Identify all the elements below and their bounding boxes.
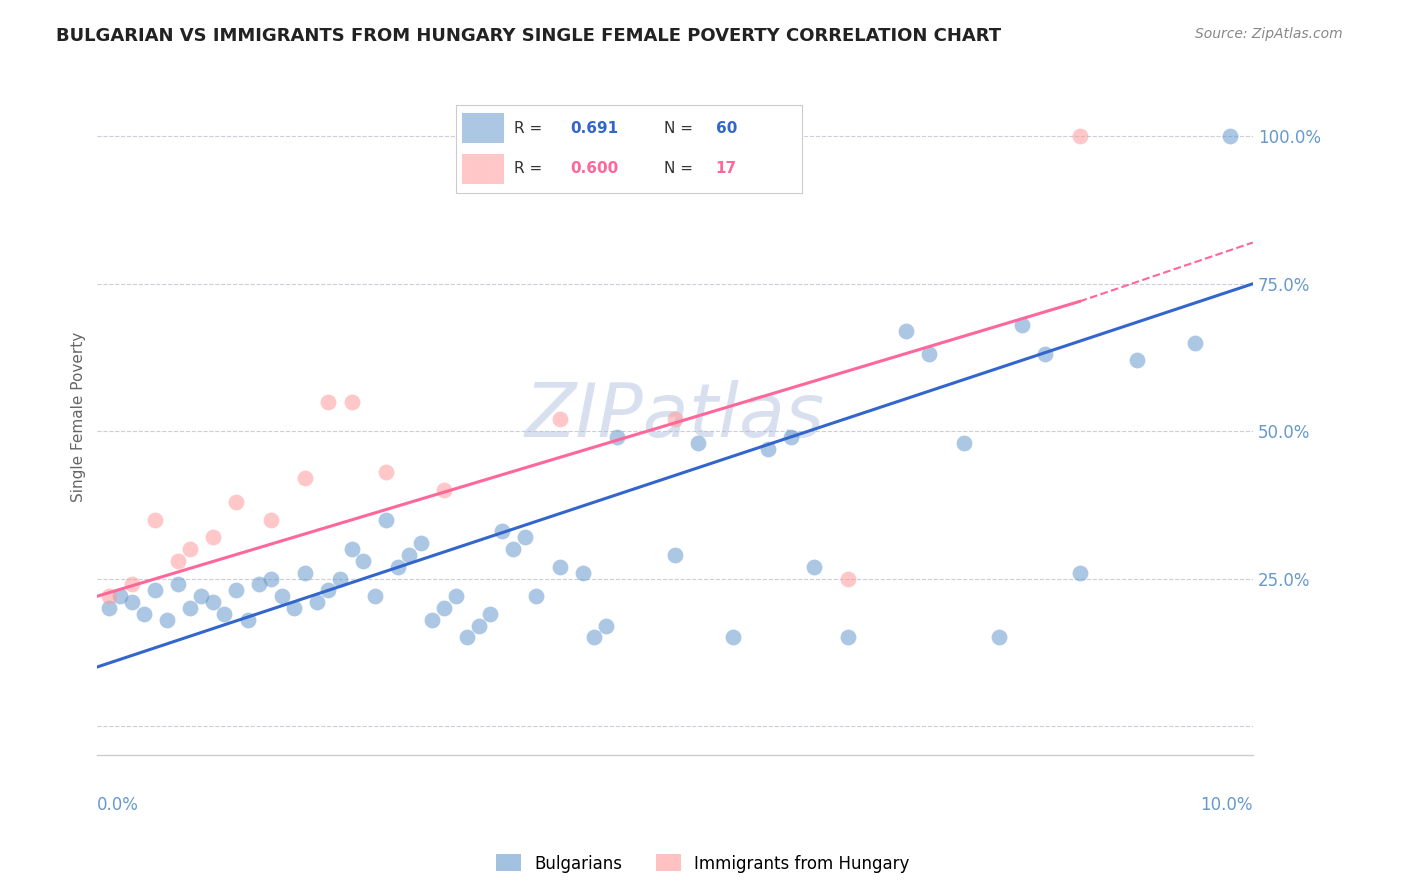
Point bbox=[548, 412, 571, 426]
Point bbox=[375, 512, 398, 526]
Point bbox=[1219, 129, 1241, 144]
Point bbox=[664, 412, 686, 426]
Point bbox=[548, 559, 571, 574]
Text: Source: ZipAtlas.com: Source: ZipAtlas.com bbox=[1195, 27, 1343, 41]
Point bbox=[271, 589, 294, 603]
Point bbox=[260, 512, 283, 526]
Point bbox=[294, 566, 316, 580]
Text: ZIPatlas: ZIPatlas bbox=[524, 380, 825, 452]
Point bbox=[502, 542, 524, 557]
Point bbox=[121, 577, 143, 591]
Legend: Bulgarians, Immigrants from Hungary: Bulgarians, Immigrants from Hungary bbox=[489, 847, 917, 880]
Point bbox=[340, 394, 363, 409]
Point bbox=[225, 495, 247, 509]
Point bbox=[201, 595, 224, 609]
Point bbox=[896, 324, 918, 338]
Text: BULGARIAN VS IMMIGRANTS FROM HUNGARY SINGLE FEMALE POVERTY CORRELATION CHART: BULGARIAN VS IMMIGRANTS FROM HUNGARY SIN… bbox=[56, 27, 1001, 45]
Point bbox=[294, 471, 316, 485]
Point bbox=[571, 566, 593, 580]
Point bbox=[318, 583, 340, 598]
Point bbox=[1033, 347, 1056, 361]
Point bbox=[260, 572, 283, 586]
Point bbox=[433, 483, 456, 497]
Point bbox=[409, 536, 432, 550]
Point bbox=[837, 572, 859, 586]
Point bbox=[1126, 353, 1149, 368]
Point bbox=[606, 430, 628, 444]
Point bbox=[1069, 129, 1091, 144]
Point bbox=[803, 559, 825, 574]
Point bbox=[375, 466, 398, 480]
Point bbox=[143, 512, 166, 526]
Point bbox=[422, 613, 444, 627]
Point bbox=[179, 542, 201, 557]
Point bbox=[664, 548, 686, 562]
Point bbox=[1011, 318, 1033, 332]
Point bbox=[987, 631, 1010, 645]
Point bbox=[456, 631, 478, 645]
Point bbox=[214, 607, 236, 621]
Point bbox=[721, 631, 744, 645]
Point bbox=[283, 601, 305, 615]
Point bbox=[132, 607, 155, 621]
Point bbox=[433, 601, 456, 615]
Point bbox=[167, 577, 190, 591]
Point bbox=[190, 589, 212, 603]
Point bbox=[97, 601, 120, 615]
Point bbox=[329, 572, 352, 586]
Point bbox=[1069, 566, 1091, 580]
Point bbox=[444, 589, 467, 603]
Point bbox=[121, 595, 143, 609]
Point bbox=[143, 583, 166, 598]
Point bbox=[387, 559, 409, 574]
Point bbox=[467, 618, 489, 632]
Text: 10.0%: 10.0% bbox=[1201, 796, 1253, 814]
Point bbox=[156, 613, 179, 627]
Point bbox=[756, 442, 779, 456]
Point bbox=[110, 589, 132, 603]
Point bbox=[201, 530, 224, 544]
Point bbox=[837, 631, 859, 645]
Point bbox=[318, 394, 340, 409]
Point bbox=[513, 530, 536, 544]
Point bbox=[595, 618, 617, 632]
Point bbox=[236, 613, 259, 627]
Point bbox=[918, 347, 941, 361]
Point bbox=[1184, 335, 1206, 350]
Point bbox=[225, 583, 247, 598]
Point bbox=[352, 554, 374, 568]
Point bbox=[340, 542, 363, 557]
Point bbox=[179, 601, 201, 615]
Point bbox=[526, 589, 548, 603]
Point bbox=[398, 548, 420, 562]
Y-axis label: Single Female Poverty: Single Female Poverty bbox=[72, 331, 86, 501]
Point bbox=[247, 577, 270, 591]
Point bbox=[97, 589, 120, 603]
Point bbox=[779, 430, 801, 444]
Point bbox=[491, 524, 513, 539]
Point bbox=[953, 436, 976, 450]
Point bbox=[167, 554, 190, 568]
Point bbox=[479, 607, 502, 621]
Point bbox=[688, 436, 710, 450]
Point bbox=[583, 631, 606, 645]
Point bbox=[363, 589, 385, 603]
Text: 0.0%: 0.0% bbox=[97, 796, 139, 814]
Point bbox=[305, 595, 328, 609]
